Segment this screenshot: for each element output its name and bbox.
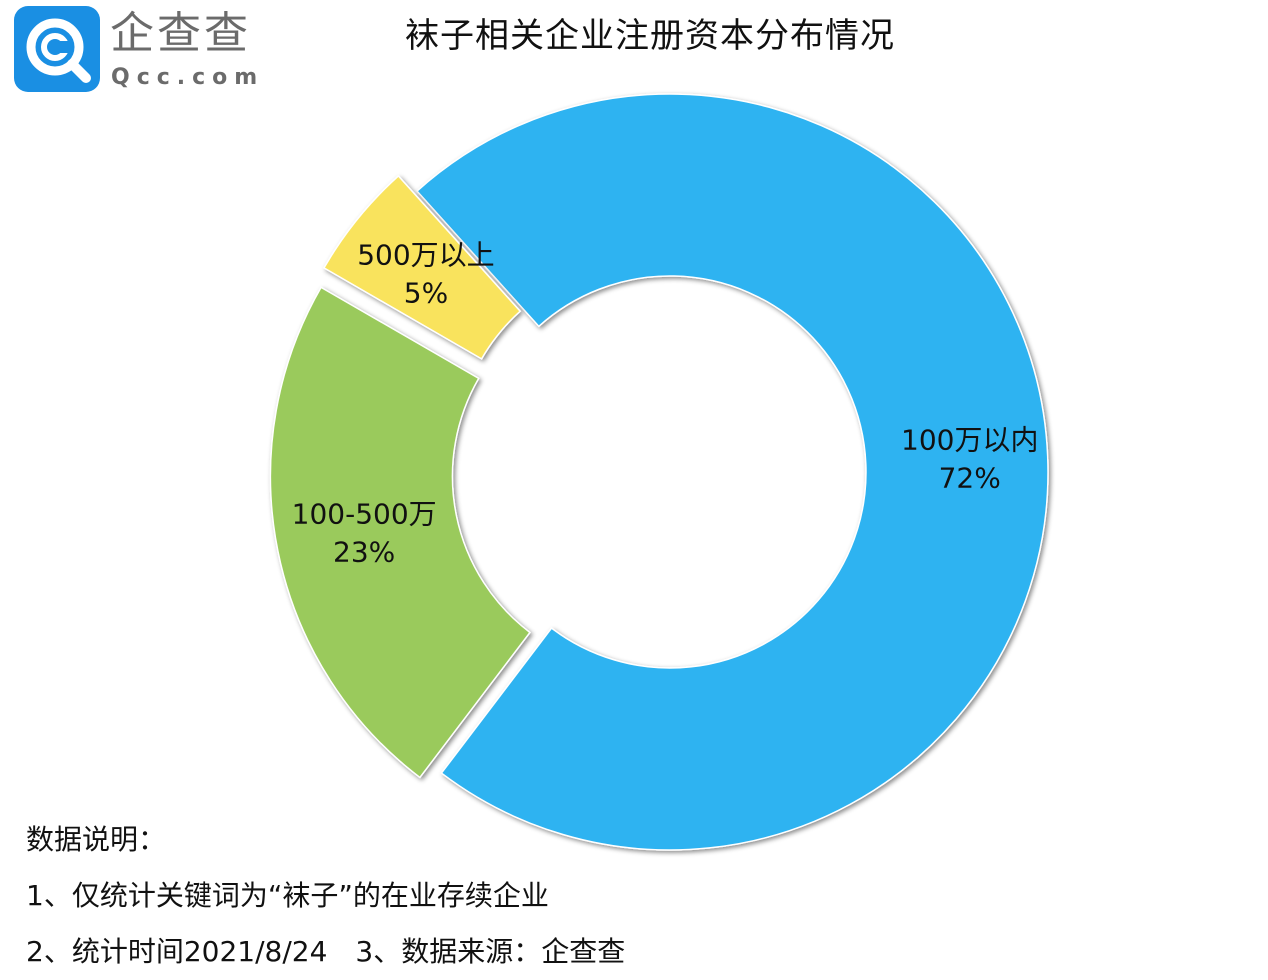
slice-percent-1: 23% xyxy=(333,536,395,569)
notes-line-2: 2、统计时间2021/8/24 3、数据来源：企查查 xyxy=(26,935,626,968)
slice-percent-0: 72% xyxy=(939,461,1001,494)
slice-2 xyxy=(322,174,522,360)
slice-0 xyxy=(416,93,1049,851)
data-notes: 数据说明： 1、仅统计关键词为“袜子”的在业存续企业 2、统计时间2021/8/… xyxy=(26,812,1226,980)
logo-name: 企查查 xyxy=(110,8,251,59)
slice-1 xyxy=(269,286,531,779)
chart-slice-labels: 100万以内 72% 100-500万 23% 500万以上 5% xyxy=(292,238,1039,568)
notes-heading: 数据说明： xyxy=(26,823,167,856)
slice-label-0: 100万以内 xyxy=(901,423,1038,456)
logo-domain: Qcc.com xyxy=(111,65,265,90)
qcc-magnifier-icon xyxy=(14,6,100,92)
slice-label-2: 500万以上 xyxy=(357,238,494,271)
slice-percent-2: 5% xyxy=(404,276,448,309)
slice-label-1: 100-500万 xyxy=(292,498,437,531)
chart-slices xyxy=(269,93,1049,851)
qcc-logo: 企查查 Qcc.com xyxy=(14,6,264,98)
notes-line-1: 1、仅统计关键词为“袜子”的在业存续企业 xyxy=(26,879,549,912)
chart-title: 袜子相关企业注册资本分布情况 xyxy=(405,16,895,56)
